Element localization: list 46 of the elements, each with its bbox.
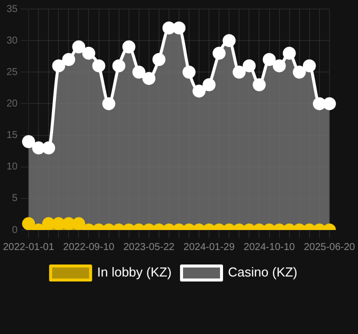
point <box>32 141 46 154</box>
point <box>192 84 206 98</box>
point <box>72 40 86 54</box>
point <box>152 53 166 66</box>
point <box>202 78 216 92</box>
point <box>252 78 266 92</box>
y-tick-label: 20 <box>6 98 18 110</box>
point <box>292 66 306 79</box>
y-tick-label: 30 <box>6 35 18 46</box>
point <box>102 97 116 110</box>
point <box>52 59 66 72</box>
point <box>322 97 336 110</box>
x-tick-label: 2023-05-22 <box>123 242 175 253</box>
x-tick-label: 2025-06-20 <box>304 242 356 253</box>
point <box>272 59 286 72</box>
point <box>182 66 196 79</box>
y-tick-label: 35 <box>6 4 18 15</box>
y-tick-label: 5 <box>12 193 18 204</box>
point <box>302 59 316 72</box>
point <box>62 53 76 66</box>
point <box>142 72 156 85</box>
point <box>162 21 176 34</box>
y-tick-label: 0 <box>12 224 18 236</box>
point <box>92 59 106 72</box>
y-tick-label: 25 <box>6 66 18 78</box>
y-tick-label: 10 <box>6 162 18 173</box>
x-tick-label: 2022-01-01 <box>3 242 55 253</box>
point <box>262 53 276 66</box>
point <box>42 141 56 154</box>
y-tick-label: 15 <box>6 130 18 142</box>
point <box>172 21 186 34</box>
x-tick-label: 2024-01-29 <box>184 242 236 253</box>
point <box>242 59 256 72</box>
x-tick-label: 2024-10-10 <box>244 242 296 253</box>
point <box>222 34 236 48</box>
point <box>82 46 96 60</box>
point <box>312 97 326 110</box>
point <box>212 46 226 60</box>
x-tick-label: 2022-09-10 <box>63 242 115 253</box>
point <box>282 46 296 60</box>
point <box>132 66 146 79</box>
point <box>112 59 126 72</box>
legend-label: In lobby (KZ) <box>97 264 172 280</box>
point <box>232 66 246 79</box>
point <box>122 40 136 54</box>
legend-label: Casino (KZ) <box>228 264 298 280</box>
